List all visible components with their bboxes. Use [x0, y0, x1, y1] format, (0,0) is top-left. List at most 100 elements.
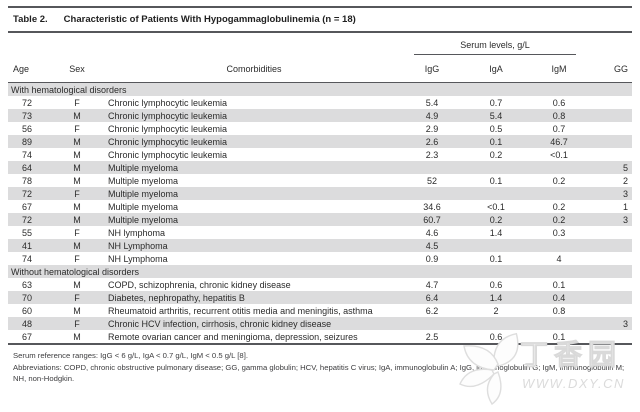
table-row: 78 M Multiple myeloma 52 0.1 0.2 2	[8, 174, 632, 187]
cell-comorbidities: Chronic HCV infection, cirrhosis, chroni…	[108, 317, 400, 330]
cell-age: 89	[8, 135, 46, 148]
table-title: Table 2. Characteristic of Patients With …	[8, 8, 632, 31]
cell-iga: 0.1	[464, 135, 528, 148]
cell-igm: 0.4	[528, 291, 591, 304]
table-caption: Characteristic of Patients With Hypogamm…	[63, 14, 356, 25]
cell-igm: 0.2	[552, 175, 566, 186]
cell-igm: <0.1	[550, 149, 568, 160]
cell-gg	[590, 122, 632, 135]
section-header-row: With hematological disorders	[8, 82, 633, 96]
cell-age: 73	[8, 109, 46, 122]
table-row: 48 F Chronic HCV infection, cirrhosis, chr…	[8, 317, 633, 330]
col-header-igm: IgM	[528, 55, 591, 83]
cell-sex: M	[73, 279, 81, 290]
cell-gg	[590, 304, 632, 317]
cell-iga: 0.6	[489, 279, 503, 290]
table-row: 56 F Chronic lymphocytic leukemia 2.9 0.5 0.7	[8, 122, 632, 135]
table-footnotes: Serum reference ranges: IgG < 6 g/L, IgA…	[8, 345, 632, 385]
cell-gg	[590, 330, 632, 344]
table-row: 67 M Multiple myeloma 34.6 <0.1 0.2 1	[8, 200, 632, 213]
cell-comorbidities: Rheumatoid arthritis, recurrent otitis m…	[108, 305, 373, 316]
cell-gg: 3	[590, 187, 633, 200]
cell-igg: 6.4	[400, 291, 464, 304]
cell-sex: M	[73, 175, 81, 186]
cell-igg: 5.4	[425, 97, 439, 108]
col-header-gg: GG	[590, 55, 633, 83]
table-figure: Table 2. Characteristic of Patients With …	[0, 6, 640, 385]
cell-comorbidities: Multiple myeloma	[108, 161, 400, 174]
cell-age: 55	[21, 227, 32, 238]
col-header-igg: IgG	[400, 55, 464, 83]
cell-comorbidities: NH lymphoma	[108, 227, 166, 238]
cell-sex: M	[73, 149, 81, 160]
cell-sex: F	[74, 97, 80, 108]
cell-sex: F	[74, 253, 80, 264]
title-rule	[8, 31, 632, 33]
cell-iga: 1.4	[489, 227, 503, 238]
cell-iga: 0.1	[489, 253, 503, 264]
footnote-abbreviations: Abbreviations: COPD, chronic obstructive…	[13, 362, 625, 383]
table-row: 64 M Multiple myeloma 5	[8, 161, 633, 174]
cell-igg: 0.9	[425, 253, 439, 264]
cell-igg	[400, 317, 464, 330]
cell-sex: M	[46, 213, 108, 226]
cell-igg: 60.7	[400, 213, 464, 226]
section-header-row: Without hematological disorders	[8, 265, 633, 278]
cell-age: 63	[21, 279, 32, 290]
cell-igm: 0.6	[552, 97, 566, 108]
cell-iga	[464, 161, 528, 174]
cell-gg	[590, 226, 632, 239]
cell-age: 67	[21, 331, 32, 342]
cell-sex: F	[46, 317, 108, 330]
cell-gg	[590, 278, 632, 291]
cell-iga: 1.4	[464, 291, 528, 304]
cell-iga	[464, 317, 528, 330]
table-row: 74 F NH Lymphoma 0.9 0.1 4	[8, 252, 632, 265]
cell-sex: M	[46, 109, 108, 122]
cell-comorbidities: Chronic lymphocytic leukemia	[108, 109, 400, 122]
cell-comorbidities: Chronic lymphocytic leukemia	[108, 135, 400, 148]
cell-iga: 0.6	[489, 331, 503, 342]
cell-igg: 2.9	[425, 123, 439, 134]
cell-igm: 4	[556, 253, 562, 264]
cell-age: 72	[21, 97, 32, 108]
cell-igg: 4.5	[400, 239, 464, 252]
cell-gg	[590, 96, 632, 109]
cell-igm	[528, 161, 591, 174]
cell-gg	[590, 135, 633, 148]
cell-iga: 0.2	[489, 149, 503, 160]
table-row: 60 M Rheumatoid arthritis, recurrent otiti…	[8, 304, 632, 317]
cell-gg	[590, 291, 633, 304]
cell-igm: 0.2	[528, 213, 591, 226]
cell-igm: 0.1	[552, 279, 566, 290]
cell-igm: 0.2	[552, 201, 566, 212]
serum-group-row: Serum levels, g/L	[8, 33, 632, 55]
cell-sex: F	[46, 291, 108, 304]
cell-comorbidities: NH Lymphoma	[108, 253, 168, 264]
cell-gg: 3	[590, 213, 633, 226]
table-header: Serum levels, g/L Age Sex Comorbidities …	[8, 33, 633, 83]
cell-gg	[590, 109, 633, 122]
cell-igm: 0.8	[528, 109, 591, 122]
cell-gg	[590, 252, 632, 265]
cell-gg: 3	[590, 317, 633, 330]
table-number: Table 2.	[13, 14, 48, 25]
serum-group-header-cell: Serum levels, g/L	[400, 33, 590, 55]
top-rule	[8, 6, 632, 8]
cell-comorbidities: Diabetes, nephropathy, hepatitis B	[108, 291, 400, 304]
table-row: 67 M Remote ovarian cancer and meningioma,…	[8, 330, 632, 344]
cell-comorbidities: Chronic lymphocytic leukemia	[108, 97, 228, 108]
cell-iga: 0.2	[464, 213, 528, 226]
cell-sex: F	[74, 123, 80, 134]
cell-igg: 4.6	[425, 227, 439, 238]
cell-igm: 46.7	[528, 135, 591, 148]
column-header-row: Age Sex Comorbidities IgG IgA IgM GG	[8, 55, 633, 83]
cell-age: 60	[21, 305, 32, 316]
table-row: 89 M Chronic lymphocytic leukemia 2.6 0.1 46.…	[8, 135, 633, 148]
cell-comorbidities: Multiple myeloma	[108, 187, 400, 200]
table-row: 72 M Multiple myeloma 60.7 0.2 0.2 3	[8, 213, 633, 226]
cell-comorbidities: Chronic lymphocytic leukemia	[108, 149, 228, 160]
cell-sex: M	[73, 331, 81, 342]
cell-igg: 4.9	[400, 109, 464, 122]
cell-igg: 6.2	[425, 305, 439, 316]
